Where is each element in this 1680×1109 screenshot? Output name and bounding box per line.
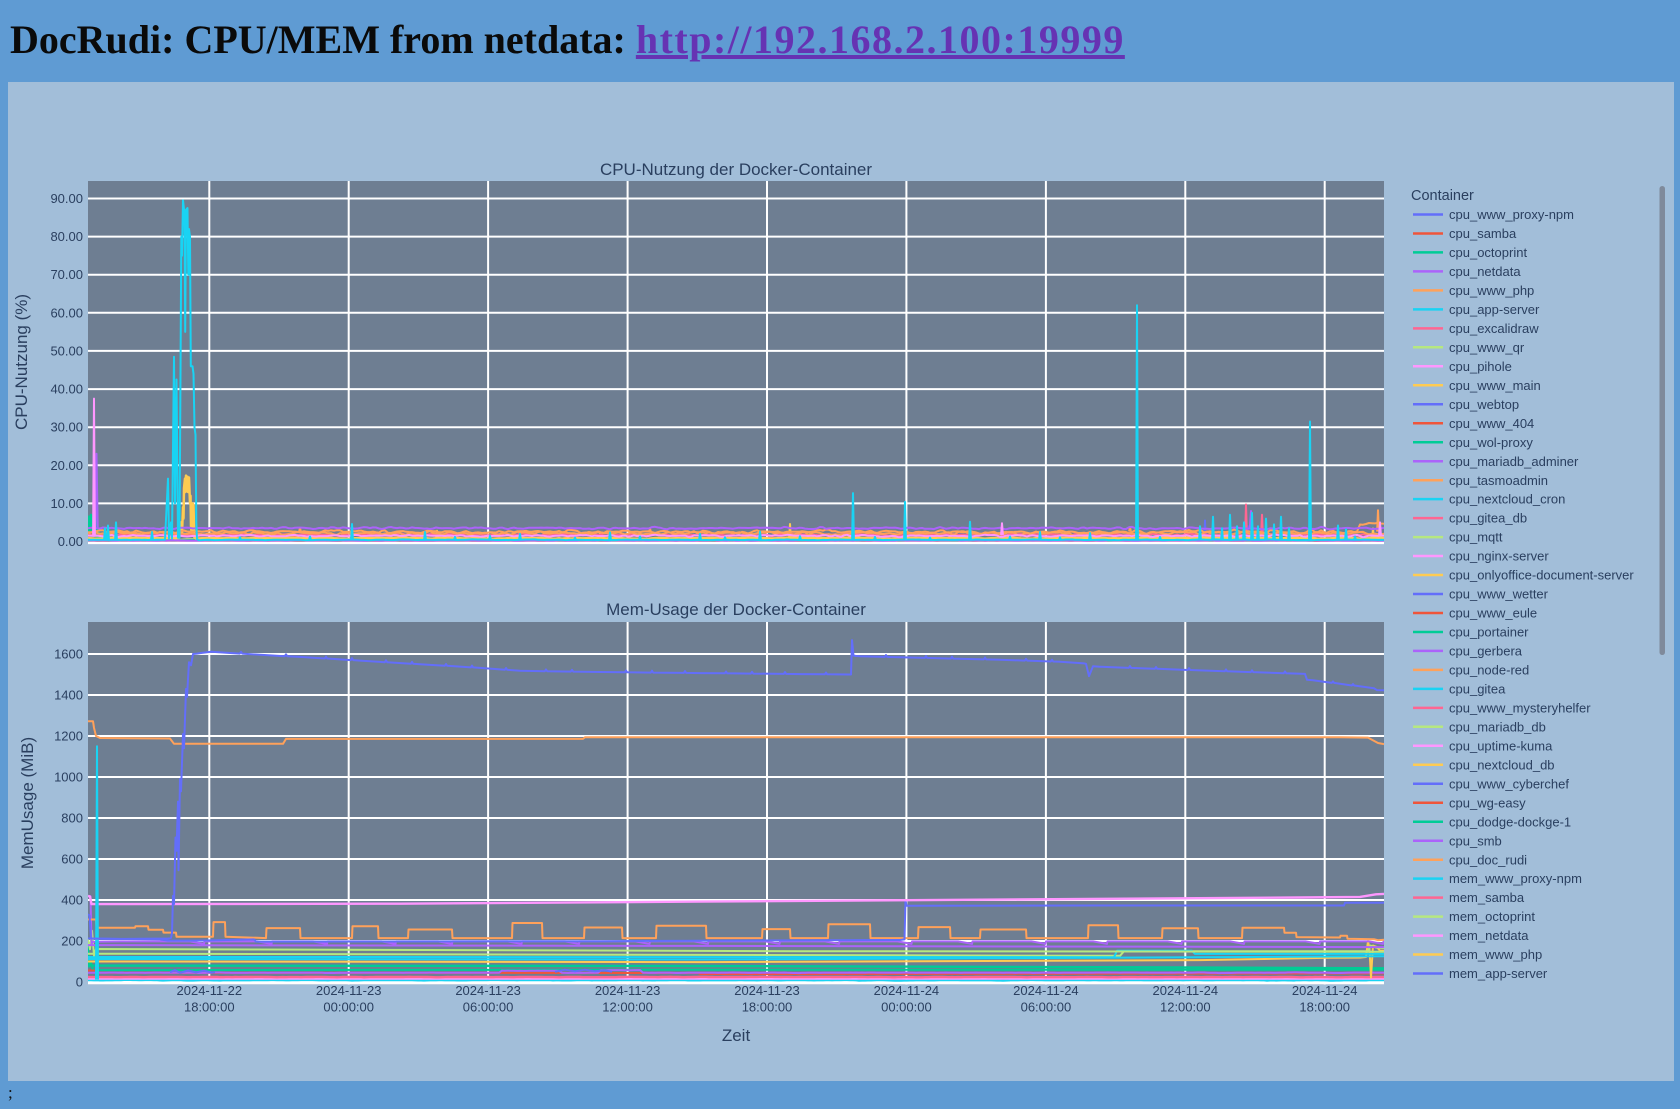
svg-text:06:00:00: 06:00:00 [463, 1000, 514, 1015]
svg-text:2024-11-22: 2024-11-22 [177, 983, 243, 998]
svg-text:cpu_gitea_db: cpu_gitea_db [1449, 511, 1527, 526]
svg-text:cpu_gitea: cpu_gitea [1449, 682, 1506, 697]
svg-text:cpu_www_php: cpu_www_php [1449, 283, 1534, 298]
svg-text:cpu_portainer: cpu_portainer [1449, 625, 1529, 640]
svg-text:Container: Container [1411, 188, 1474, 204]
svg-text:0: 0 [76, 975, 83, 990]
svg-text:20.00: 20.00 [50, 458, 83, 473]
svg-text:2024-11-23: 2024-11-23 [455, 983, 521, 998]
svg-text:cpu_uptime-kuma: cpu_uptime-kuma [1449, 738, 1553, 753]
svg-text:cpu_www_mysteryhelfer: cpu_www_mysteryhelfer [1449, 701, 1591, 716]
svg-text:50.00: 50.00 [50, 343, 83, 358]
svg-text:18:00:00: 18:00:00 [742, 1000, 793, 1015]
svg-text:0.00: 0.00 [58, 534, 83, 549]
svg-text:cpu_mariadb_db: cpu_mariadb_db [1449, 719, 1546, 734]
svg-text:12:00:00: 12:00:00 [602, 1000, 653, 1015]
svg-text:cpu_nginx-server: cpu_nginx-server [1449, 549, 1549, 564]
svg-text:cpu_netdata: cpu_netdata [1449, 264, 1521, 279]
svg-text:70.00: 70.00 [50, 267, 83, 282]
svg-text:cpu_samba: cpu_samba [1449, 226, 1517, 241]
svg-text:1200: 1200 [54, 729, 83, 744]
svg-text:18:00:00: 18:00:00 [184, 1000, 235, 1015]
svg-text:cpu_smb: cpu_smb [1449, 833, 1502, 848]
svg-text:400: 400 [61, 893, 83, 908]
svg-text:CPU-Nutzung der Docker-Contain: CPU-Nutzung der Docker-Container [600, 160, 872, 179]
svg-text:cpu_nextcloud_cron: cpu_nextcloud_cron [1449, 492, 1565, 507]
svg-text:mem_www_proxy-npm: mem_www_proxy-npm [1449, 871, 1582, 886]
svg-text:cpu_wg-easy: cpu_wg-easy [1449, 795, 1526, 810]
svg-text:2024-11-24: 2024-11-24 [1013, 983, 1079, 998]
svg-text:cpu_www_main: cpu_www_main [1449, 378, 1541, 393]
svg-text:cpu_webtop: cpu_webtop [1449, 397, 1519, 412]
svg-text:2024-11-23: 2024-11-23 [734, 983, 800, 998]
svg-text:cpu_octoprint: cpu_octoprint [1449, 245, 1527, 260]
svg-text:cpu_www_proxy-npm: cpu_www_proxy-npm [1449, 207, 1574, 222]
svg-text:cpu_nextcloud_db: cpu_nextcloud_db [1449, 757, 1555, 772]
svg-text:12:00:00: 12:00:00 [1160, 1000, 1211, 1015]
svg-text:06:00:00: 06:00:00 [1021, 1000, 1072, 1015]
svg-text:cpu_doc_rudi: cpu_doc_rudi [1449, 852, 1527, 867]
svg-text:cpu_www_cyberchef: cpu_www_cyberchef [1449, 776, 1569, 791]
svg-text:mem_netdata: mem_netdata [1449, 928, 1529, 943]
svg-text:cpu_wol-proxy: cpu_wol-proxy [1449, 435, 1533, 450]
svg-text:mem_samba: mem_samba [1449, 890, 1525, 905]
svg-text:cpu_mariadb_adminer: cpu_mariadb_adminer [1449, 454, 1579, 469]
svg-text:1400: 1400 [54, 688, 83, 703]
svg-text:30.00: 30.00 [50, 420, 83, 435]
svg-text:90.00: 90.00 [50, 191, 83, 206]
svg-text:2024-11-24: 2024-11-24 [1292, 983, 1358, 998]
svg-text:2024-11-24: 2024-11-24 [1153, 983, 1219, 998]
svg-text:80.00: 80.00 [50, 229, 83, 244]
svg-text:cpu_excalidraw: cpu_excalidraw [1449, 321, 1539, 336]
svg-text:Mem-Usage der Docker-Container: Mem-Usage der Docker-Container [606, 600, 866, 619]
svg-text:cpu_pihole: cpu_pihole [1449, 359, 1512, 374]
svg-text:cpu_www_qr: cpu_www_qr [1449, 340, 1525, 355]
svg-text:cpu_www_wetter: cpu_www_wetter [1449, 587, 1549, 602]
svg-text:00:00:00: 00:00:00 [881, 1000, 932, 1015]
svg-text:2024-11-23: 2024-11-23 [316, 983, 382, 998]
svg-text:10.00: 10.00 [50, 496, 83, 511]
svg-text:cpu_app-server: cpu_app-server [1449, 302, 1540, 317]
svg-text:mem_app-server: mem_app-server [1449, 966, 1548, 981]
svg-text:40.00: 40.00 [50, 382, 83, 397]
svg-text:60.00: 60.00 [50, 305, 83, 320]
svg-text:MemUsage (MiB): MemUsage (MiB) [18, 737, 37, 869]
svg-text:cpu_www_eule: cpu_www_eule [1449, 606, 1537, 621]
svg-text:1600: 1600 [54, 647, 83, 662]
svg-text:cpu_onlyoffice-document-server: cpu_onlyoffice-document-server [1449, 568, 1634, 583]
svg-text:00:00:00: 00:00:00 [323, 1000, 374, 1015]
svg-text:200: 200 [61, 934, 83, 949]
svg-text:600: 600 [61, 852, 83, 867]
svg-text:1000: 1000 [54, 770, 83, 785]
svg-text:800: 800 [61, 811, 83, 826]
svg-text:cpu_node-red: cpu_node-red [1449, 663, 1529, 678]
svg-text:2024-11-23: 2024-11-23 [595, 983, 661, 998]
svg-text:2024-11-24: 2024-11-24 [874, 983, 940, 998]
svg-text:Zeit: Zeit [722, 1026, 751, 1045]
svg-text:cpu_gerbera: cpu_gerbera [1449, 644, 1523, 659]
svg-text:cpu_tasmoadmin: cpu_tasmoadmin [1449, 473, 1548, 488]
svg-text:cpu_www_404: cpu_www_404 [1449, 416, 1534, 431]
svg-text:cpu_dodge-dockge-1: cpu_dodge-dockge-1 [1449, 814, 1571, 829]
svg-text:mem_www_php: mem_www_php [1449, 947, 1542, 962]
svg-text:CPU-Nutzung (%): CPU-Nutzung (%) [12, 294, 31, 430]
svg-text:18:00:00: 18:00:00 [1299, 1000, 1350, 1015]
svg-text:mem_octoprint: mem_octoprint [1449, 909, 1535, 924]
svg-text:cpu_mqtt: cpu_mqtt [1449, 530, 1503, 545]
